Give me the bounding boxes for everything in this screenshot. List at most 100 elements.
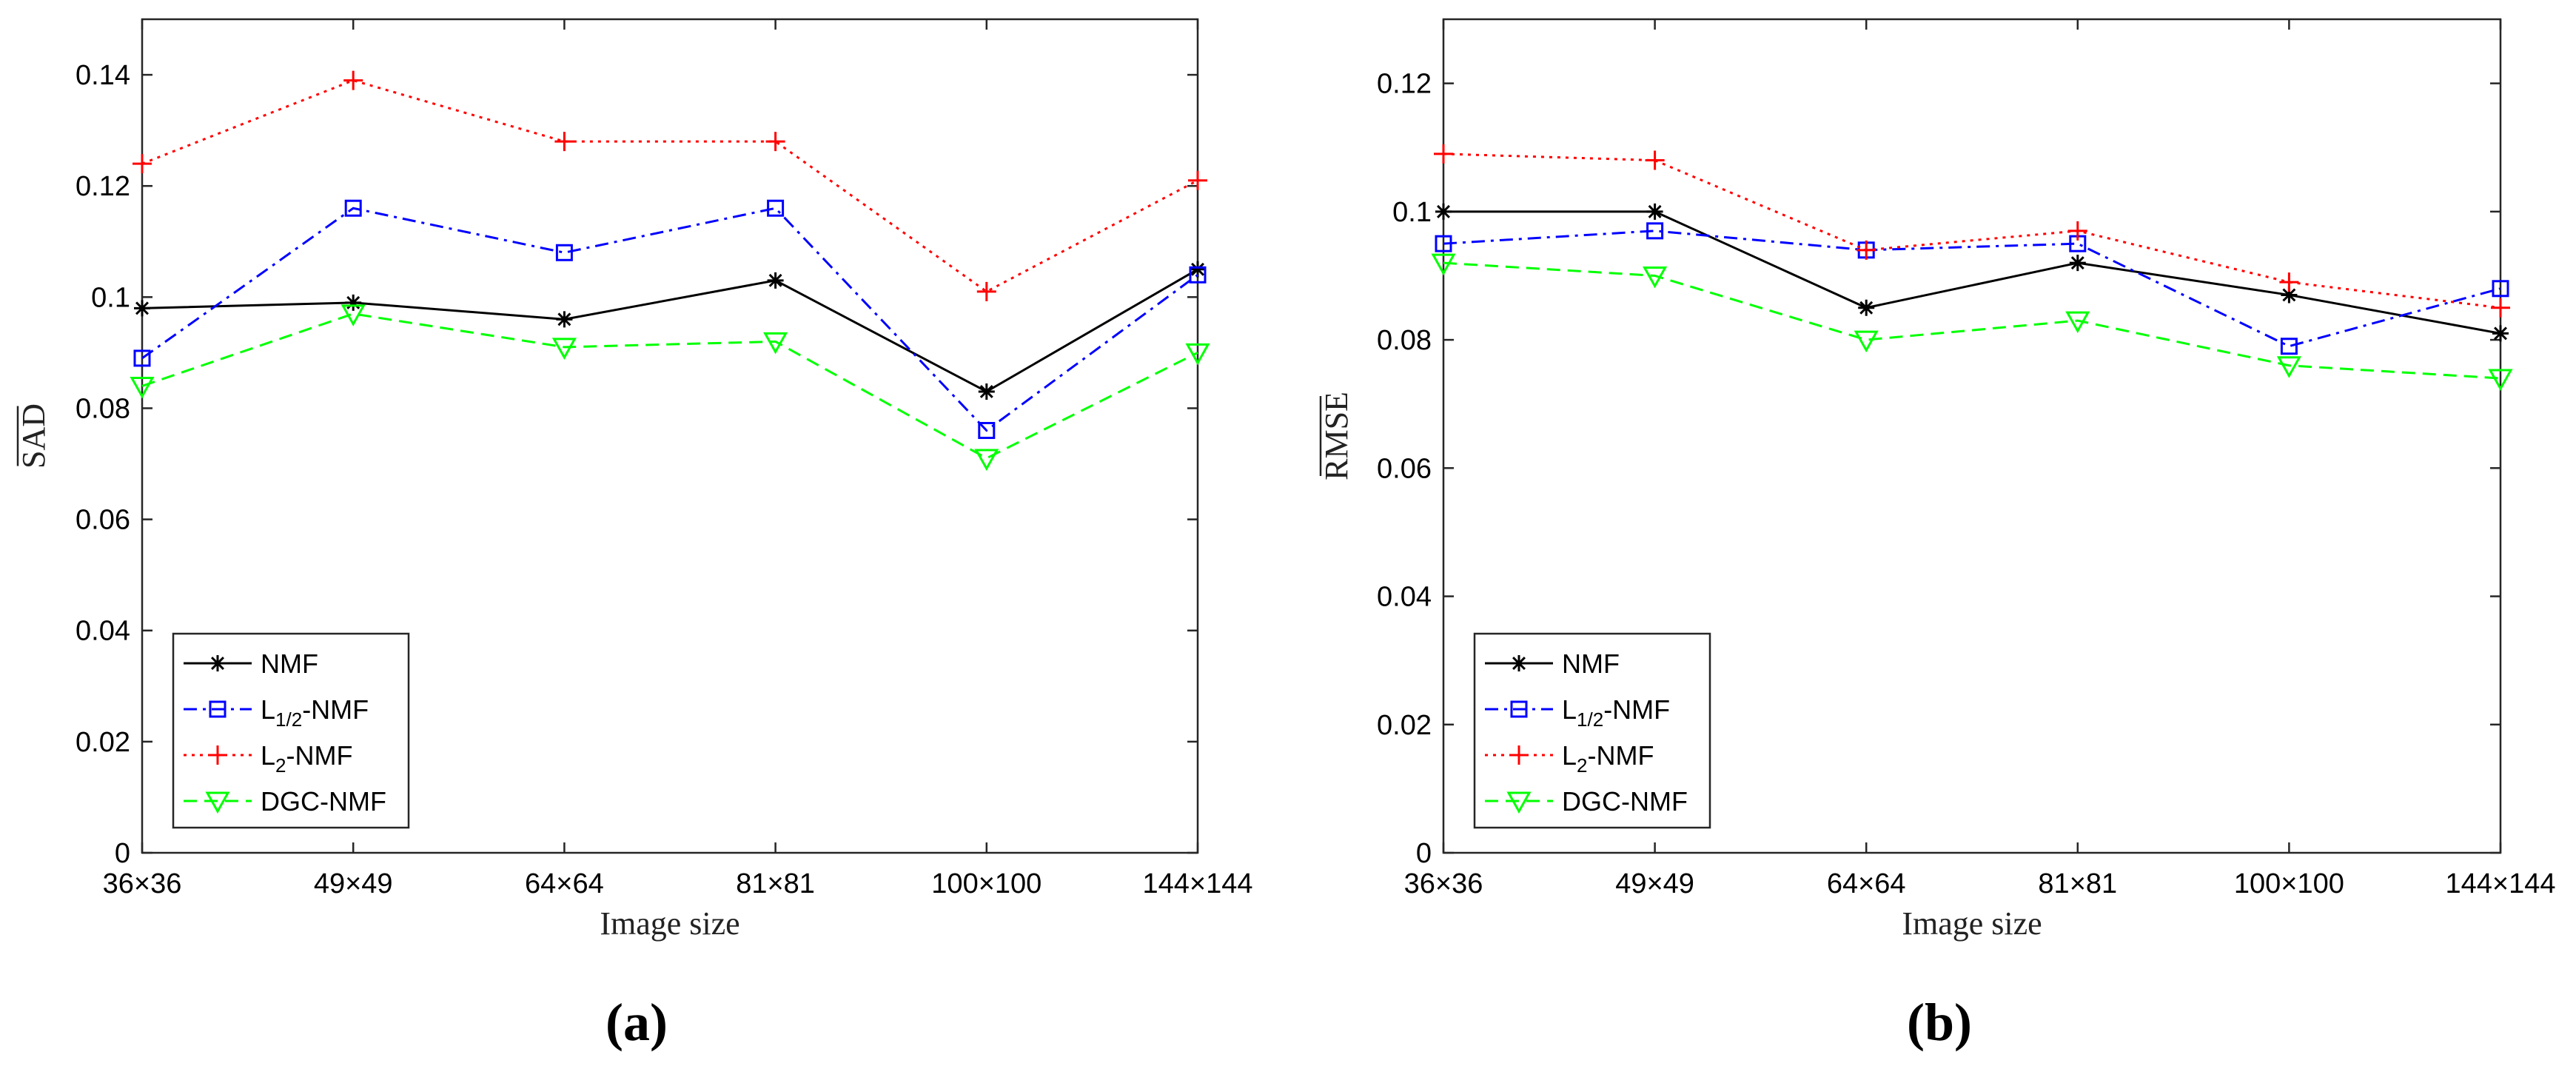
y-tick-label: 0.02 [76, 727, 130, 758]
data-point [2279, 272, 2299, 292]
data-point [1188, 170, 1207, 190]
legend-label: DGC-NMF [1562, 786, 1688, 817]
data-point [1646, 222, 1664, 240]
y-tick-label: 0 [115, 838, 130, 869]
legend-marker [209, 655, 226, 671]
x-tick-label: 144×144 [2446, 868, 2556, 899]
y-axis-label-group: RMSE [1318, 392, 1355, 480]
x-tick-label: 36×36 [103, 868, 182, 899]
plot-area [1442, 18, 2502, 854]
legend-label-main: L [1562, 740, 1577, 771]
legend-box [1473, 632, 1711, 829]
series-line [141, 207, 1198, 432]
chart-b: 0 0.02 0.04 0.06 0.08 0.1 0.12 36×36 49×49 64×64 8… [1318, 18, 2556, 1052]
data-point [1189, 266, 1207, 284]
data-point [133, 349, 151, 367]
legend-item: L2-NMF [184, 740, 352, 777]
y-tick-label: 0.08 [1377, 325, 1432, 356]
legend-label: L1/2-NMF [1562, 694, 1670, 731]
data-point [344, 199, 362, 217]
legend-marker [1511, 655, 1527, 671]
chart-a: 0 0.02 0.04 0.06 0.08 0.1 0.12 0.14 36×36 49×49 64… [16, 18, 1253, 1052]
legend-marker [1510, 700, 1528, 718]
x-tick-label: 49×49 [1615, 868, 1694, 899]
data-point [1434, 144, 1453, 164]
y-tick-label: 0.12 [76, 171, 130, 202]
data-point [767, 199, 785, 217]
legend-label-sub: 2 [1577, 754, 1587, 777]
legend-label: NMF [1562, 648, 1620, 679]
data-point [976, 281, 996, 301]
legend-label-main: DGC-NMF [261, 786, 386, 817]
legend: NMF L1/2-NMF L2-NMF DGC-NMF [172, 632, 410, 829]
y-tick-label: 0.12 [1377, 69, 1432, 100]
series-l2-nmf [133, 70, 1207, 301]
y-tick-label: 0.08 [76, 393, 130, 424]
legend-label-rest: -NMF [302, 694, 369, 725]
data-point [2276, 356, 2301, 378]
data-point [2492, 325, 2509, 342]
data-point [554, 132, 574, 152]
data-point [1858, 299, 1875, 316]
legend-label-rest: -NMF [1588, 740, 1654, 771]
data-point [2491, 298, 2510, 318]
legend-label-main: L [1562, 694, 1577, 725]
legend-item: L2-NMF [1485, 740, 1654, 777]
data-point [1645, 150, 1665, 170]
series-l2-nmf [1434, 144, 2510, 318]
legend-item: L1/2-NMF [184, 694, 369, 731]
legend-item: L1/2-NMF [1485, 694, 1670, 731]
data-point [978, 421, 996, 439]
series-l1-2-nmf [1435, 222, 2509, 355]
series-line [1443, 261, 2501, 380]
data-point [551, 338, 577, 360]
data-point [1185, 343, 1210, 366]
panel-label: (a) [606, 993, 668, 1052]
data-point [765, 132, 785, 152]
y-tick-label: 0.06 [76, 505, 130, 536]
data-point [767, 272, 784, 289]
data-point [1431, 253, 1456, 276]
legend-label-main: DGC-NMF [1562, 786, 1688, 817]
x-tick-label: 36×36 [1404, 868, 1483, 899]
data-point [2488, 369, 2513, 392]
series-line [1443, 210, 2501, 335]
data-point [1854, 330, 1879, 353]
legend-label-sub: 1/2 [275, 708, 302, 731]
x-tick-label: 81×81 [2038, 868, 2117, 899]
panel-label: (b) [1907, 993, 1972, 1052]
legend-label-rest: -NMF [286, 740, 353, 771]
series-l1-2-nmf [133, 199, 1207, 439]
legend-label: L2-NMF [261, 740, 352, 777]
y-tick-label: 0.02 [1377, 710, 1432, 741]
data-point [2492, 280, 2509, 298]
y-tick-label: 0.04 [1377, 582, 1432, 613]
data-point [1435, 235, 1452, 252]
data-point [978, 383, 995, 400]
x-tick-label: 144×144 [1143, 868, 1253, 899]
legend-item: DGC-NMF [1485, 786, 1688, 817]
x-axis-label: Image size [1902, 905, 2042, 942]
data-point [1190, 261, 1206, 278]
data-point [341, 304, 366, 326]
data-point [2280, 338, 2298, 355]
data-point [763, 332, 788, 355]
legend-marker [1506, 791, 1532, 814]
data-point [1646, 203, 1663, 220]
legend-label: DGC-NMF [261, 786, 386, 817]
y-axis-label: SAD [16, 403, 52, 469]
data-point [1643, 266, 1668, 289]
legend-label-sub: 1/2 [1577, 708, 1603, 731]
legend-marker [208, 745, 227, 765]
legend-label: NMF [261, 648, 318, 679]
y-tick-label: 0.04 [76, 616, 130, 647]
data-point [130, 376, 155, 399]
series-line [141, 268, 1198, 393]
series-line [1443, 229, 2501, 348]
series-line [1443, 152, 2501, 309]
data-point [556, 311, 573, 328]
data-point [345, 294, 362, 311]
plot-area [141, 18, 1199, 854]
